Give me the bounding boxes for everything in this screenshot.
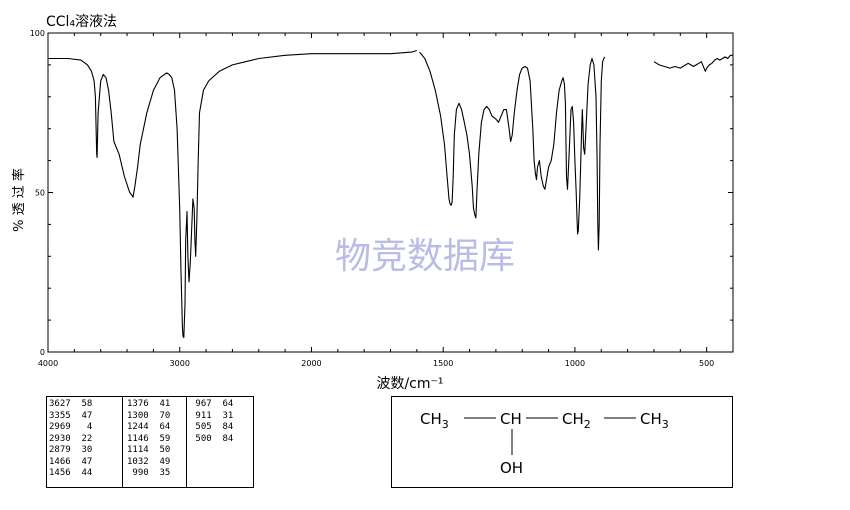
peak-row: 3627 58 (49, 399, 93, 409)
x-axis-label: 波数/cm⁻¹ (376, 376, 443, 392)
peak-row: 911 31 (190, 410, 234, 421)
peak-row: 500 84 (190, 433, 234, 444)
peak-row: 1032 49 (127, 456, 171, 467)
peak-row: 1300 70 (127, 410, 171, 421)
methine-group: CH (500, 410, 522, 428)
x-tick-label: 1000 (565, 359, 585, 368)
x-tick-label: 1500 (433, 359, 453, 368)
peak-column: 967 64 911 31 505 84 500 84 (190, 399, 233, 445)
peak-column: 1376 41 1300 70 1244 64 1146 59 1114 50 … (127, 399, 170, 480)
peak-row: 1466 47 (49, 456, 93, 467)
peak-row: 1456 44 (49, 468, 93, 478)
watermark-text: 物竞数据库 (335, 236, 515, 277)
peak-row: 967 64 (190, 399, 234, 409)
peak-column: 3627 58 3355 47 2969 4 2930 22 2879 30 1… (49, 399, 92, 480)
x-tick-label: 500 (699, 359, 714, 368)
axis-ticks (47, 32, 734, 353)
chart-title: CCl₄溶液法 (46, 14, 118, 30)
peak-row: 990 35 (127, 468, 171, 478)
peak-row: 505 84 (190, 422, 234, 432)
methylene-group: CH2 (562, 410, 591, 431)
peak-row: 2969 4 (49, 422, 93, 432)
peak-row: 1244 64 (127, 422, 171, 432)
peak-row: 3355 47 (49, 410, 93, 421)
peak-row: 1146 59 (127, 433, 171, 444)
ir-spectrum-chart: 4000 3000 2000 1500 1000 500 0 50 100 物竞数据库 波数/… (11, 29, 734, 392)
x-tick-label: 2000 (301, 359, 321, 368)
y-tick-label: 100 (30, 29, 45, 38)
spectrum-line (419, 51, 606, 251)
peak-table: 3627 58 3355 47 2969 4 2930 22 2879 30 1… (46, 396, 254, 488)
spectrum-line (48, 49, 417, 339)
peak-row: 1376 41 (127, 399, 171, 409)
y-tick-label: 0 (40, 348, 45, 357)
spectrum-line (653, 54, 733, 72)
spectrum-series (48, 49, 733, 339)
peak-row: 2930 22 (49, 433, 93, 444)
table-divider (186, 397, 187, 487)
table-divider (122, 397, 123, 487)
structure-formula-box: CH3 CH CH2 CH3 OH (391, 396, 733, 488)
peak-row: 2879 30 (49, 445, 93, 455)
methyl-group-right: CH3 (640, 410, 669, 431)
x-tick-label: 3000 (170, 359, 190, 368)
x-tick-labels: 4000 3000 2000 1500 1000 500 (38, 359, 714, 368)
y-tick-labels: 0 50 100 (30, 29, 45, 357)
hydroxyl-group: OH (500, 459, 523, 477)
peak-row: 1114 50 (127, 445, 171, 455)
y-tick-label: 50 (35, 189, 45, 198)
y-axis-label: % 透 过 率 (11, 168, 27, 232)
x-tick-label: 4000 (38, 359, 58, 368)
plot-frame (47, 32, 734, 353)
methyl-group-left: CH3 (420, 410, 449, 431)
